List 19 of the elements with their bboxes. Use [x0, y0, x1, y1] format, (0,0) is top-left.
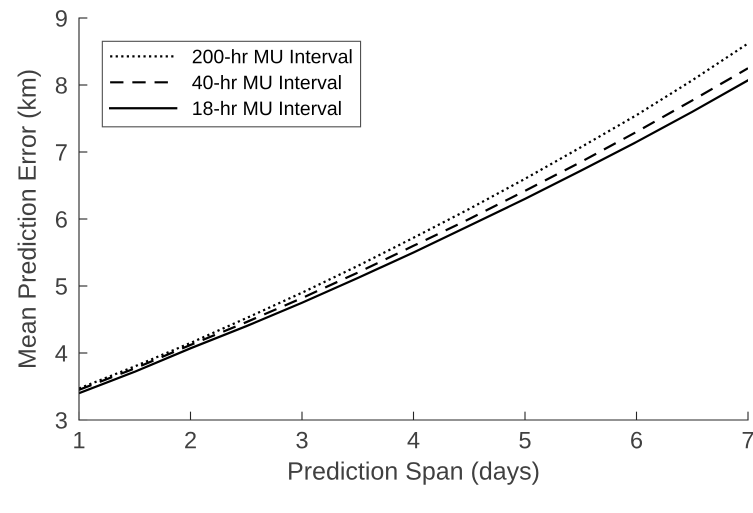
y-tick-label: 5: [56, 278, 67, 295]
x-tick-label: 6: [631, 432, 642, 448]
y-tick-label: 3: [56, 412, 67, 429]
legend-label: 18-hr MU Interval: [193, 100, 341, 116]
y-tick-label: 9: [56, 10, 67, 27]
x-tick-label: 7: [742, 432, 753, 448]
x-tick-label: 4: [407, 432, 420, 448]
y-tick-label: 4: [55, 345, 68, 362]
x-tick-label: 1: [74, 432, 84, 448]
x-tick-label: 3: [296, 432, 308, 448]
x-tick-label: 5: [519, 432, 531, 448]
x-tick-label: 2: [185, 432, 196, 448]
y-tick-label: 7: [56, 144, 67, 161]
y-tick-label: 6: [56, 211, 67, 228]
y-axis-title: Mean Prediction Error (km): [18, 70, 41, 367]
legend-label: 200-hr MU Interval: [192, 49, 352, 64]
x-axis-title: Prediction Span (days): [289, 461, 538, 485]
y-tick-label: 8: [56, 77, 67, 94]
legend-label: 40-hr MU Interval: [192, 75, 341, 90]
